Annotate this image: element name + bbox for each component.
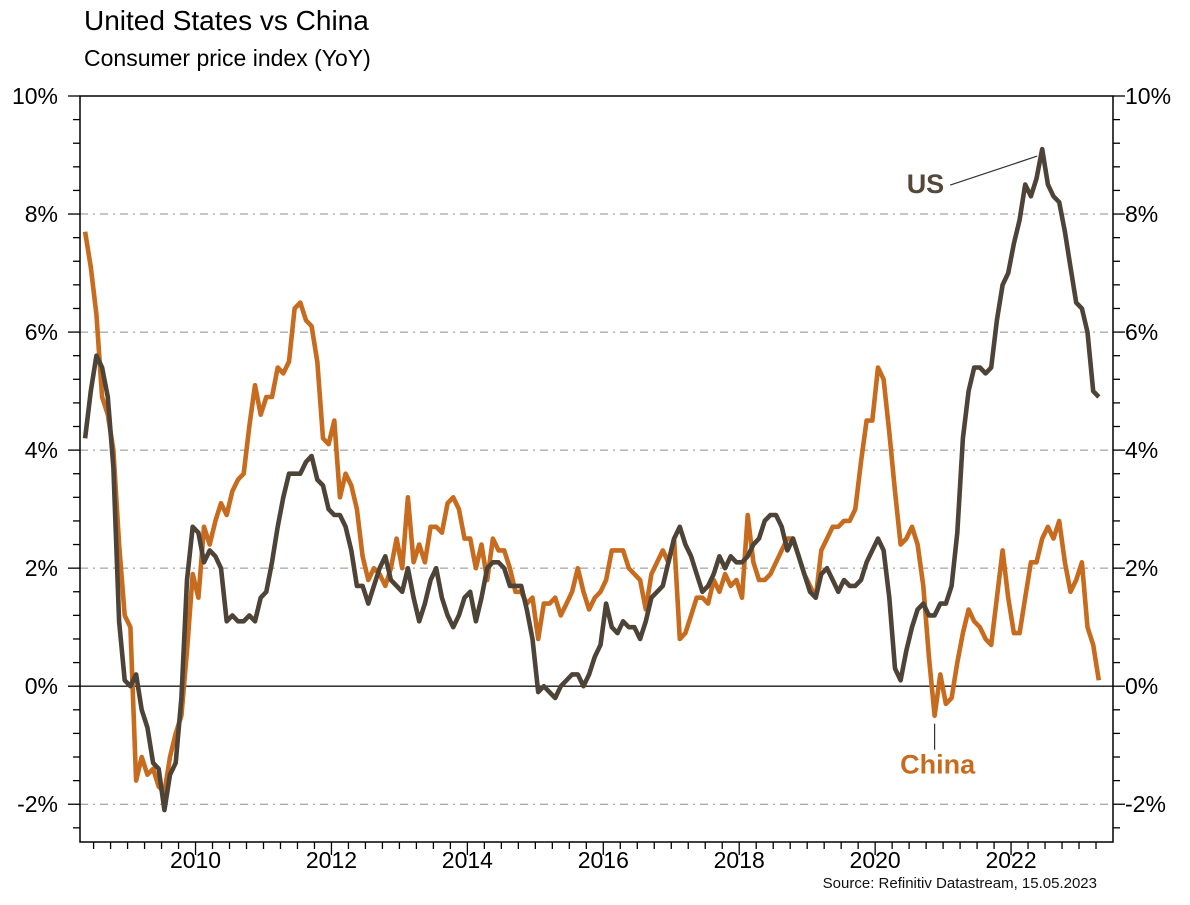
x-axis-label: 2014 [442, 847, 493, 873]
x-axis-label: 2010 [170, 847, 221, 873]
y-axis-label-left: -2% [17, 791, 58, 817]
china-series-line [82, 231, 1102, 795]
y-axis-label-left: 10% [12, 83, 58, 109]
y-axis-label-left: 4% [25, 437, 58, 463]
x-axis-label: 2020 [850, 847, 901, 873]
y-axis-ticks [68, 95, 1125, 829]
y-axis-label-right: 4% [1125, 437, 1158, 463]
y-axis-label-right: 2% [1125, 555, 1158, 581]
y-axis-label-left: 6% [25, 319, 58, 345]
us-series-line [82, 146, 1101, 813]
y-axis-label-left: 2% [25, 555, 58, 581]
y-axis-label-right: 8% [1125, 201, 1158, 227]
y-axis-label-right: 0% [1125, 673, 1158, 699]
us-series-label: US [907, 169, 945, 199]
source-note: Source: Refinitiv Datastream, 15.05.2023 [822, 875, 1097, 892]
y-axis-label-left: 8% [25, 201, 58, 227]
x-axis-label: 2016 [578, 847, 629, 873]
x-axis-label: 2012 [306, 847, 357, 873]
plot-border [79, 95, 1114, 843]
x-axis: 2010 2012 2014 2016 2018 2020 2022 [92, 842, 1097, 873]
y-axis-label-right: 6% [1125, 319, 1158, 345]
chart-title: United States vs China [84, 5, 369, 36]
china-series-label: China [900, 750, 976, 780]
y-axis-labels-right: 10% 8% 6% 4% 2% 0% -2% [1125, 83, 1171, 817]
us-callout-line [950, 155, 1038, 186]
chart-subtitle: Consumer price index (YoY) [84, 45, 371, 71]
y-axis-label-right: -2% [1125, 791, 1166, 817]
y-axis-labels-left: 10% 8% 6% 4% 2% 0% -2% [12, 83, 58, 817]
x-axis-label: 2022 [985, 847, 1036, 873]
x-axis-label: 2018 [714, 847, 765, 873]
y-axis-label-right: 10% [1125, 83, 1171, 109]
y-axis-label-left: 0% [25, 673, 58, 699]
